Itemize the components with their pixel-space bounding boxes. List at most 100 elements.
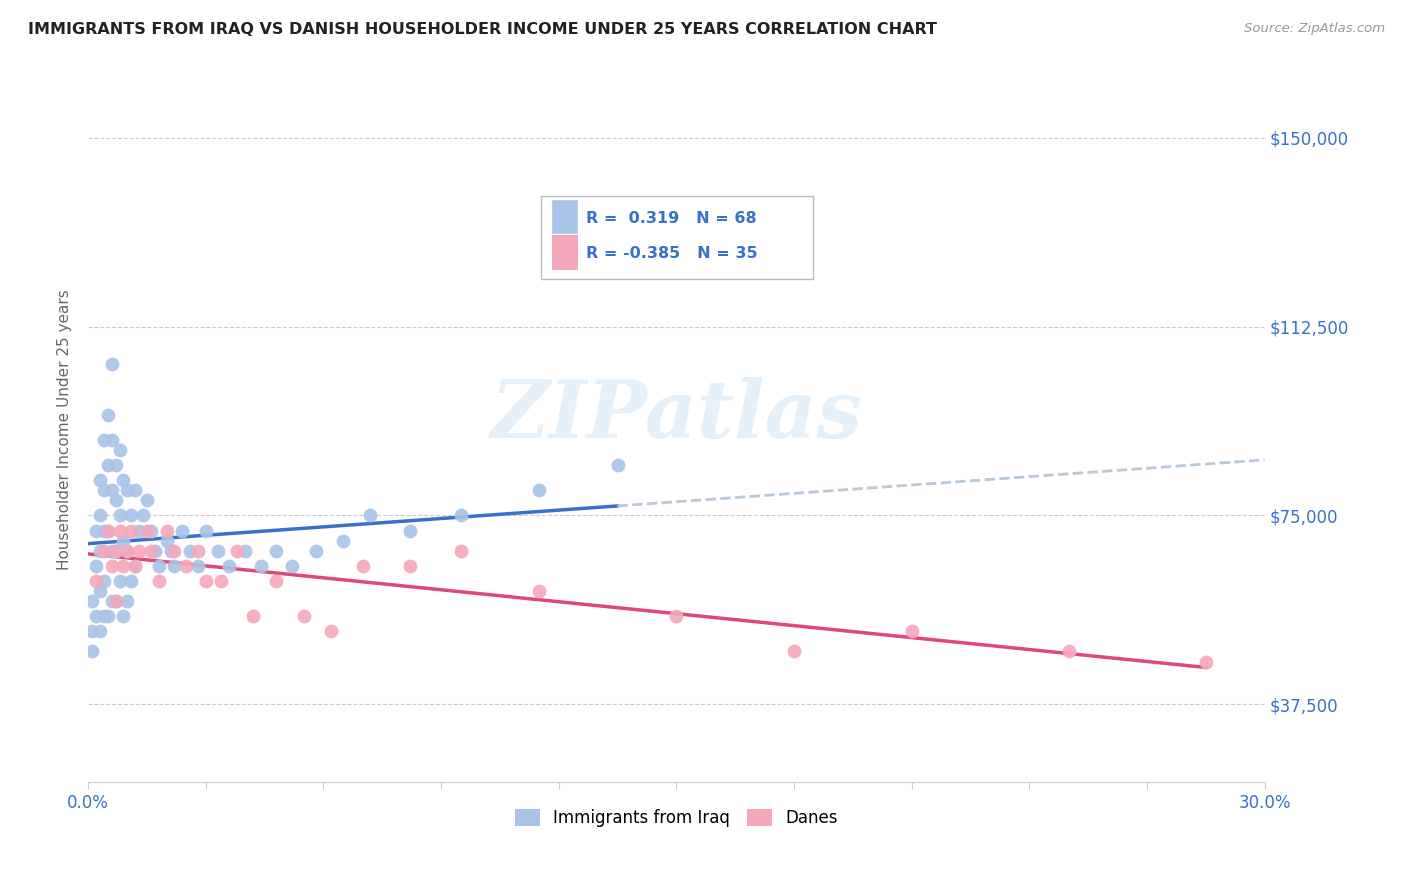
Point: [136, 493, 159, 508]
Point: [304, 543, 326, 558]
Point: [143, 543, 166, 558]
Point: [84, 574, 107, 588]
Legend: Immigrants from Iraq, Danes: Immigrants from Iraq, Danes: [509, 803, 845, 834]
Point: [321, 624, 343, 639]
Point: [117, 483, 139, 498]
Text: R =  0.319   N = 68: R = 0.319 N = 68: [586, 211, 756, 226]
Point: [233, 543, 256, 558]
Point: [120, 574, 142, 588]
Point: [89, 543, 111, 558]
Point: [80, 644, 103, 658]
Point: [97, 524, 120, 538]
Point: [249, 558, 271, 573]
Point: [93, 543, 115, 558]
Point: [120, 508, 142, 523]
Point: [527, 584, 550, 599]
Point: [108, 443, 131, 458]
Point: [606, 458, 628, 472]
Point: [84, 609, 107, 624]
Point: [97, 408, 120, 422]
Point: [93, 524, 115, 538]
Point: [136, 524, 159, 538]
Point: [139, 543, 162, 558]
Point: [281, 558, 304, 573]
Point: [211, 574, 233, 588]
Point: [179, 543, 201, 558]
Text: Source: ZipAtlas.com: Source: ZipAtlas.com: [1244, 22, 1385, 36]
Point: [450, 543, 472, 558]
Point: [174, 558, 197, 573]
Point: [163, 543, 186, 558]
Point: [120, 524, 142, 538]
Point: [187, 543, 209, 558]
Point: [155, 533, 177, 548]
Point: [80, 624, 103, 639]
Y-axis label: Householder Income Under 25 years: Householder Income Under 25 years: [58, 290, 72, 570]
Point: [148, 558, 170, 573]
Point: [155, 524, 177, 538]
Point: [194, 574, 217, 588]
Point: [108, 524, 131, 538]
Point: [104, 543, 127, 558]
Point: [187, 558, 209, 573]
Point: [139, 524, 162, 538]
Point: [112, 533, 135, 548]
Point: [89, 473, 111, 487]
Point: [1057, 644, 1080, 658]
Point: [398, 558, 420, 573]
Point: [207, 543, 229, 558]
Point: [332, 533, 354, 548]
Point: [117, 543, 139, 558]
Point: [266, 543, 288, 558]
Point: [112, 609, 135, 624]
Point: [89, 508, 111, 523]
Point: [108, 574, 131, 588]
Point: [89, 584, 111, 599]
Point: [104, 594, 127, 608]
Point: [84, 558, 107, 573]
Text: ZIPatlas: ZIPatlas: [491, 377, 862, 455]
Point: [783, 644, 806, 658]
Point: [93, 433, 115, 447]
Point: [159, 543, 181, 558]
Point: [1195, 655, 1218, 669]
Point: [89, 624, 111, 639]
Point: [104, 543, 127, 558]
Point: [100, 594, 122, 608]
Point: [148, 574, 170, 588]
Point: [100, 543, 122, 558]
Point: [100, 358, 122, 372]
Point: [226, 543, 249, 558]
Point: [128, 543, 150, 558]
Point: [97, 609, 120, 624]
Text: R = -0.385   N = 35: R = -0.385 N = 35: [586, 246, 758, 261]
Point: [128, 524, 150, 538]
Point: [80, 594, 103, 608]
Point: [100, 483, 122, 498]
Point: [112, 473, 135, 487]
Point: [527, 483, 550, 498]
Point: [104, 493, 127, 508]
Point: [93, 483, 115, 498]
Point: [108, 508, 131, 523]
Point: [117, 594, 139, 608]
Point: [352, 558, 374, 573]
Point: [117, 543, 139, 558]
Point: [398, 524, 420, 538]
Point: [450, 508, 472, 523]
Point: [665, 609, 688, 624]
Point: [124, 558, 146, 573]
Point: [104, 594, 127, 608]
Point: [266, 574, 288, 588]
Point: [104, 458, 127, 472]
Point: [132, 508, 155, 523]
Point: [84, 524, 107, 538]
Point: [218, 558, 240, 573]
Point: [172, 524, 194, 538]
Point: [97, 524, 120, 538]
Point: [360, 508, 382, 523]
Text: IMMIGRANTS FROM IRAQ VS DANISH HOUSEHOLDER INCOME UNDER 25 YEARS CORRELATION CHA: IMMIGRANTS FROM IRAQ VS DANISH HOUSEHOLD…: [28, 22, 938, 37]
Point: [242, 609, 264, 624]
Point: [93, 574, 115, 588]
Point: [100, 558, 122, 573]
